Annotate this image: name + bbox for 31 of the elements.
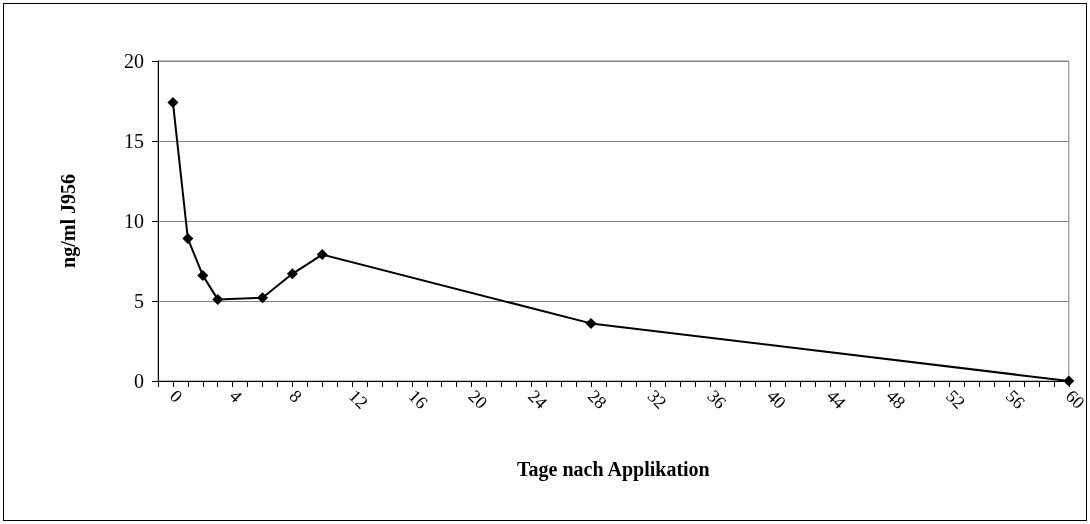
point	[182, 233, 194, 245]
point	[316, 249, 328, 261]
x-tick-label: 24	[524, 385, 552, 413]
point	[257, 292, 269, 304]
y-tick-label: 15	[124, 130, 144, 152]
y-axis-title: ng/ml J956	[57, 174, 80, 268]
x-tick-label: 16	[404, 385, 432, 413]
x-tick-label: 12	[345, 385, 372, 413]
x-tick-label: 56	[1001, 385, 1029, 413]
point	[585, 317, 597, 329]
point	[167, 97, 179, 109]
y-tick-label: 10	[124, 210, 144, 232]
y-tick-label: 5	[134, 290, 144, 312]
x-axis-title: Tage nach Applikation	[517, 458, 710, 481]
x-tick-label: 44	[822, 385, 850, 413]
y-tick-label: 0	[134, 370, 144, 392]
x-tick-label: 0	[165, 385, 187, 407]
x-tick-label: 28	[583, 385, 611, 413]
x-tick-label: 20	[464, 385, 492, 413]
x-tick-label: 4	[225, 385, 247, 407]
x-tick-label: 36	[703, 385, 731, 413]
point	[197, 269, 209, 281]
x-tick-label: 48	[882, 385, 910, 413]
y-tick-label: 20	[124, 50, 144, 72]
x-tick-label: 60	[1061, 385, 1089, 413]
x-tick-label: 8	[285, 385, 306, 407]
x-tick-label: 40	[763, 385, 790, 413]
x-tick-label: 52	[942, 385, 970, 413]
point	[212, 293, 224, 305]
x-tick-label: 32	[643, 385, 671, 413]
point	[286, 268, 298, 280]
